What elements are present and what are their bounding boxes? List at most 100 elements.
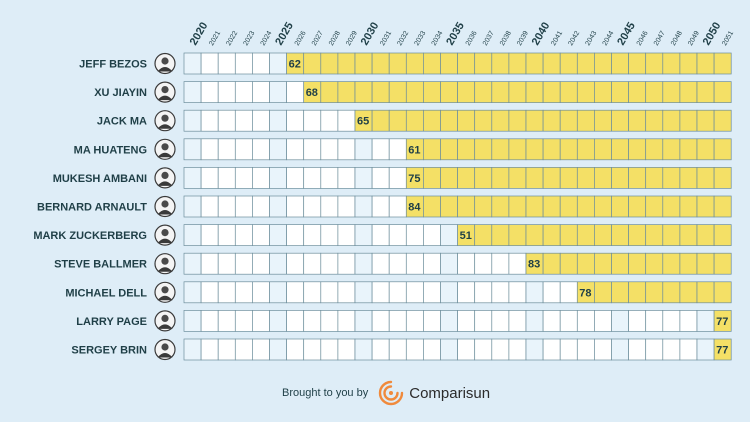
empty-cell (269, 252, 287, 275)
empty-cell (508, 252, 527, 275)
empty-cell (269, 224, 287, 246)
empty-cell (200, 281, 219, 304)
empty-cell (337, 138, 356, 161)
empty-cell (252, 81, 270, 103)
year-tick-2035: 2035 (444, 20, 467, 47)
empty-cell (559, 338, 578, 361)
filled-cell (645, 195, 664, 218)
empty-cell (234, 338, 253, 361)
year-tick-2030: 2030 (359, 20, 382, 47)
empty-cell (269, 138, 287, 161)
empty-cell (252, 252, 270, 275)
year-tick-2023: 2023 (243, 30, 257, 47)
filled-cell (491, 195, 510, 218)
year-tick-2025: 2025 (273, 20, 296, 47)
person-avatar-icon (154, 52, 176, 75)
filled-cell (576, 52, 595, 75)
filled-cell (371, 81, 390, 103)
empty-cell (320, 167, 339, 189)
filled-cell (713, 224, 732, 246)
age-label: 84 (408, 202, 421, 214)
empty-cell (491, 338, 510, 361)
filled-cell (457, 81, 476, 103)
filled-cell (576, 252, 595, 275)
person-row: BERNARD ARNAULT 84 (37, 195, 732, 218)
filled-cell (320, 52, 339, 75)
filled-cell (542, 52, 561, 75)
age-label: 77 (716, 345, 728, 357)
filled-cell (679, 52, 698, 75)
year-tick-2045: 2045 (615, 20, 638, 47)
filled-cell (679, 224, 698, 246)
empty-cell (457, 281, 476, 304)
filled-cell (525, 81, 544, 103)
person-name: XU JIAYIN (94, 87, 147, 99)
empty-cell (200, 109, 219, 132)
filled-cell (662, 109, 681, 132)
filled-cell (611, 52, 629, 75)
filled-cell (594, 281, 612, 304)
person-row: XU JIAYIN 68 (94, 81, 732, 103)
empty-cell (354, 224, 373, 246)
empty-cell (542, 310, 561, 332)
filled-cell (696, 81, 715, 103)
empty-cell (183, 109, 202, 132)
empty-cell (405, 224, 424, 246)
filled-cell (320, 81, 339, 103)
filled-cell (713, 281, 732, 304)
empty-cell (405, 338, 424, 361)
filled-cell (508, 81, 527, 103)
filled-cell (405, 52, 424, 75)
age-label: 62 (289, 59, 301, 71)
person-avatar-icon (154, 253, 176, 275)
empty-cell (217, 281, 236, 304)
age-label: 61 (408, 144, 420, 156)
year-tick-2021: 2021 (208, 30, 222, 47)
filled-cell (611, 281, 629, 304)
filled-cell (559, 109, 578, 132)
filled-cell (474, 109, 493, 132)
filled-cell (423, 138, 441, 161)
filled-cell (594, 252, 612, 275)
empty-cell (252, 167, 270, 189)
empty-cell (200, 52, 219, 75)
filled-cell (474, 167, 493, 189)
empty-cell (371, 252, 390, 275)
empty-cell (252, 138, 270, 161)
empty-cell (303, 252, 322, 275)
empty-cell (423, 252, 441, 275)
empty-cell (491, 252, 510, 275)
empty-cell (217, 224, 236, 246)
empty-cell (320, 310, 339, 332)
empty-cell (303, 109, 322, 132)
filled-cell (559, 52, 578, 75)
empty-cell (337, 281, 356, 304)
empty-cell (525, 338, 544, 361)
empty-cell (371, 281, 390, 304)
empty-cell (200, 338, 219, 361)
empty-cell (320, 252, 339, 275)
filled-cell (508, 52, 527, 75)
empty-cell (405, 310, 424, 332)
filled-cell (679, 195, 698, 218)
empty-cell (286, 281, 305, 304)
empty-cell (183, 167, 202, 189)
person-row: MICHAEL DELL 78 (65, 281, 732, 304)
empty-cell (269, 310, 287, 332)
empty-cell (423, 281, 441, 304)
empty-cell (423, 338, 441, 361)
filled-cell (337, 81, 356, 103)
filled-cell (491, 167, 510, 189)
empty-cell (320, 195, 339, 218)
empty-cell (286, 252, 305, 275)
empty-cell (303, 224, 322, 246)
filled-cell (337, 52, 356, 75)
empty-cell (354, 310, 373, 332)
filled-cell (662, 224, 681, 246)
filled-cell (491, 138, 510, 161)
person-avatar-icon (154, 281, 176, 303)
filled-cell (679, 167, 698, 189)
person-row: SERGEY BRIN 77 (71, 338, 732, 361)
empty-cell (628, 338, 647, 361)
